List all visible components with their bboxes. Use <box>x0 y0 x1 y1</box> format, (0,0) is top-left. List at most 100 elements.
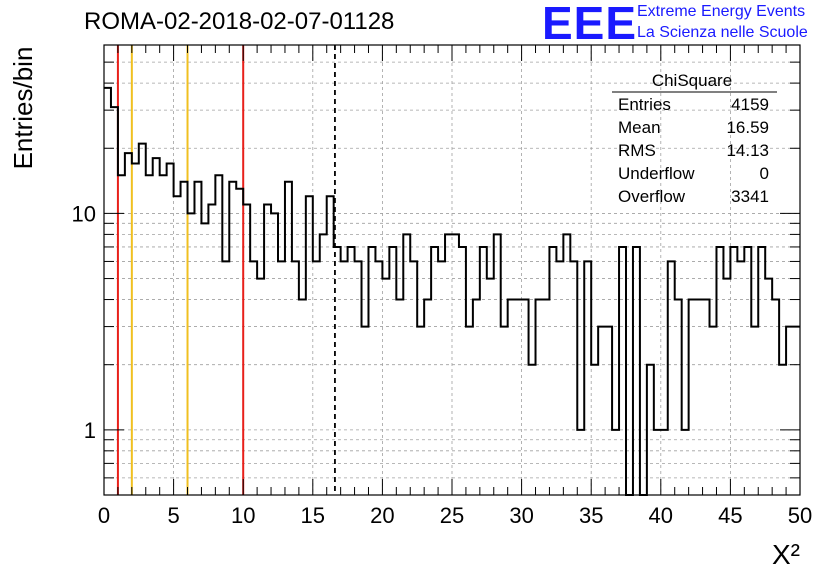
histogram-bin <box>508 300 515 495</box>
histogram-bin <box>772 300 779 495</box>
histogram-bin <box>250 261 257 495</box>
histogram-bin <box>327 196 334 495</box>
histogram-bin <box>292 261 299 495</box>
histogram-bin <box>299 300 306 495</box>
histogram-bin <box>285 182 292 495</box>
histogram-bin <box>703 300 710 495</box>
histogram-bin <box>466 327 473 495</box>
histogram-bin <box>542 300 549 495</box>
histogram-outline <box>104 86 800 496</box>
x-tick-label: 0 <box>98 503 110 528</box>
histogram-bin <box>410 261 417 495</box>
histogram-bin <box>355 261 362 495</box>
histogram-bin <box>139 144 146 495</box>
histogram-bin <box>208 204 215 495</box>
chart-title: ROMA-02-2018-02-07-01128 <box>84 8 395 35</box>
histogram-bin <box>605 327 612 495</box>
histogram-bin <box>362 327 369 495</box>
histogram-bin <box>243 204 250 495</box>
histogram-bin <box>737 261 744 495</box>
histogram-bin <box>417 327 424 495</box>
y-tick-label: 1 <box>84 418 96 443</box>
histogram-bin <box>396 300 403 495</box>
histogram-bin <box>751 327 758 495</box>
histogram-bin <box>515 300 522 495</box>
histogram-bin <box>765 279 772 495</box>
eee-logo: EEE <box>542 0 638 49</box>
y-tick-labels: 1 10 <box>72 201 96 442</box>
stats-value: 3341 <box>731 187 769 206</box>
logo-subtitle-line2: La Scienza nelle Scuole <box>637 24 808 41</box>
y-tick-label: 10 <box>72 201 96 226</box>
histogram-bin <box>431 247 438 495</box>
stats-label: Underflow <box>618 164 695 183</box>
axis-ticks <box>103 44 801 496</box>
histogram-bin <box>793 327 800 495</box>
stats-value: 4159 <box>731 95 769 114</box>
x-tick-label: 10 <box>231 503 255 528</box>
stats-label: Entries <box>618 95 671 114</box>
histogram-bin <box>710 327 717 495</box>
histogram-bin <box>348 247 355 495</box>
histogram-bin <box>536 300 543 495</box>
histogram-bin <box>222 261 229 495</box>
logo-subtitle-line1: Extreme Energy Events <box>637 3 806 20</box>
histogram-bin <box>633 247 640 495</box>
histogram-bin <box>758 247 765 495</box>
stats-label: Mean <box>618 118 661 137</box>
reference-lines <box>116 45 336 495</box>
histogram-bin <box>313 261 320 495</box>
histogram-bin <box>306 196 313 495</box>
histogram-bin <box>264 204 271 495</box>
histogram-bin <box>459 247 466 495</box>
histogram-bin <box>278 261 285 495</box>
histogram-bin <box>487 279 494 495</box>
x-tick-label: 15 <box>301 503 325 528</box>
histogram-bin <box>716 247 723 495</box>
histogram-bin <box>389 247 396 495</box>
histogram-bin <box>174 196 181 495</box>
histogram-bin <box>730 247 737 495</box>
histogram-bin <box>570 261 577 495</box>
grid <box>104 45 800 495</box>
histogram-bin <box>111 107 118 495</box>
histogram-bin <box>522 300 529 495</box>
x-tick-label: 5 <box>167 503 179 528</box>
histogram-bin <box>584 261 591 495</box>
stats-value: 0 <box>760 164 769 183</box>
histogram-bin <box>341 261 348 495</box>
x-tick-label: 40 <box>649 503 673 528</box>
histogram-bin <box>424 300 431 495</box>
histogram-bin <box>104 88 111 495</box>
stats-box: ChiSquare Entries 4159 Mean 16.59 RMS 14.13 Un… <box>612 71 777 206</box>
histogram-bin <box>501 327 508 495</box>
histogram-bin <box>188 213 195 495</box>
x-tick-label: 35 <box>579 503 603 528</box>
x-tick-label: 20 <box>370 503 394 528</box>
histogram-bin <box>368 247 375 495</box>
histogram-bin <box>375 261 382 495</box>
histogram-bin <box>382 279 389 495</box>
stats-title: ChiSquare <box>652 71 732 90</box>
histogram-bin <box>549 247 556 495</box>
histogram-bin <box>619 247 626 495</box>
histogram-bin <box>723 279 730 495</box>
histogram-bin <box>473 300 480 495</box>
histogram-bin <box>438 261 445 495</box>
histogram-bin <box>744 247 751 495</box>
histogram-bin <box>689 300 696 495</box>
histogram-bin <box>675 300 682 495</box>
histogram-bin <box>271 213 278 495</box>
x-tick-labels: 0 5 10 15 20 25 30 35 40 45 50 <box>98 503 812 528</box>
histogram-bin <box>181 182 188 495</box>
histogram-bin <box>257 279 264 495</box>
x-tick-label: 50 <box>788 503 812 528</box>
x-tick-label: 45 <box>718 503 742 528</box>
histogram-bin <box>786 327 793 495</box>
y-axis-label: Entries/bin <box>8 47 38 170</box>
histogram-bin <box>598 327 605 495</box>
x-tick-label: 25 <box>440 503 464 528</box>
histogram-bin <box>556 261 563 495</box>
histogram-bin <box>668 261 675 495</box>
